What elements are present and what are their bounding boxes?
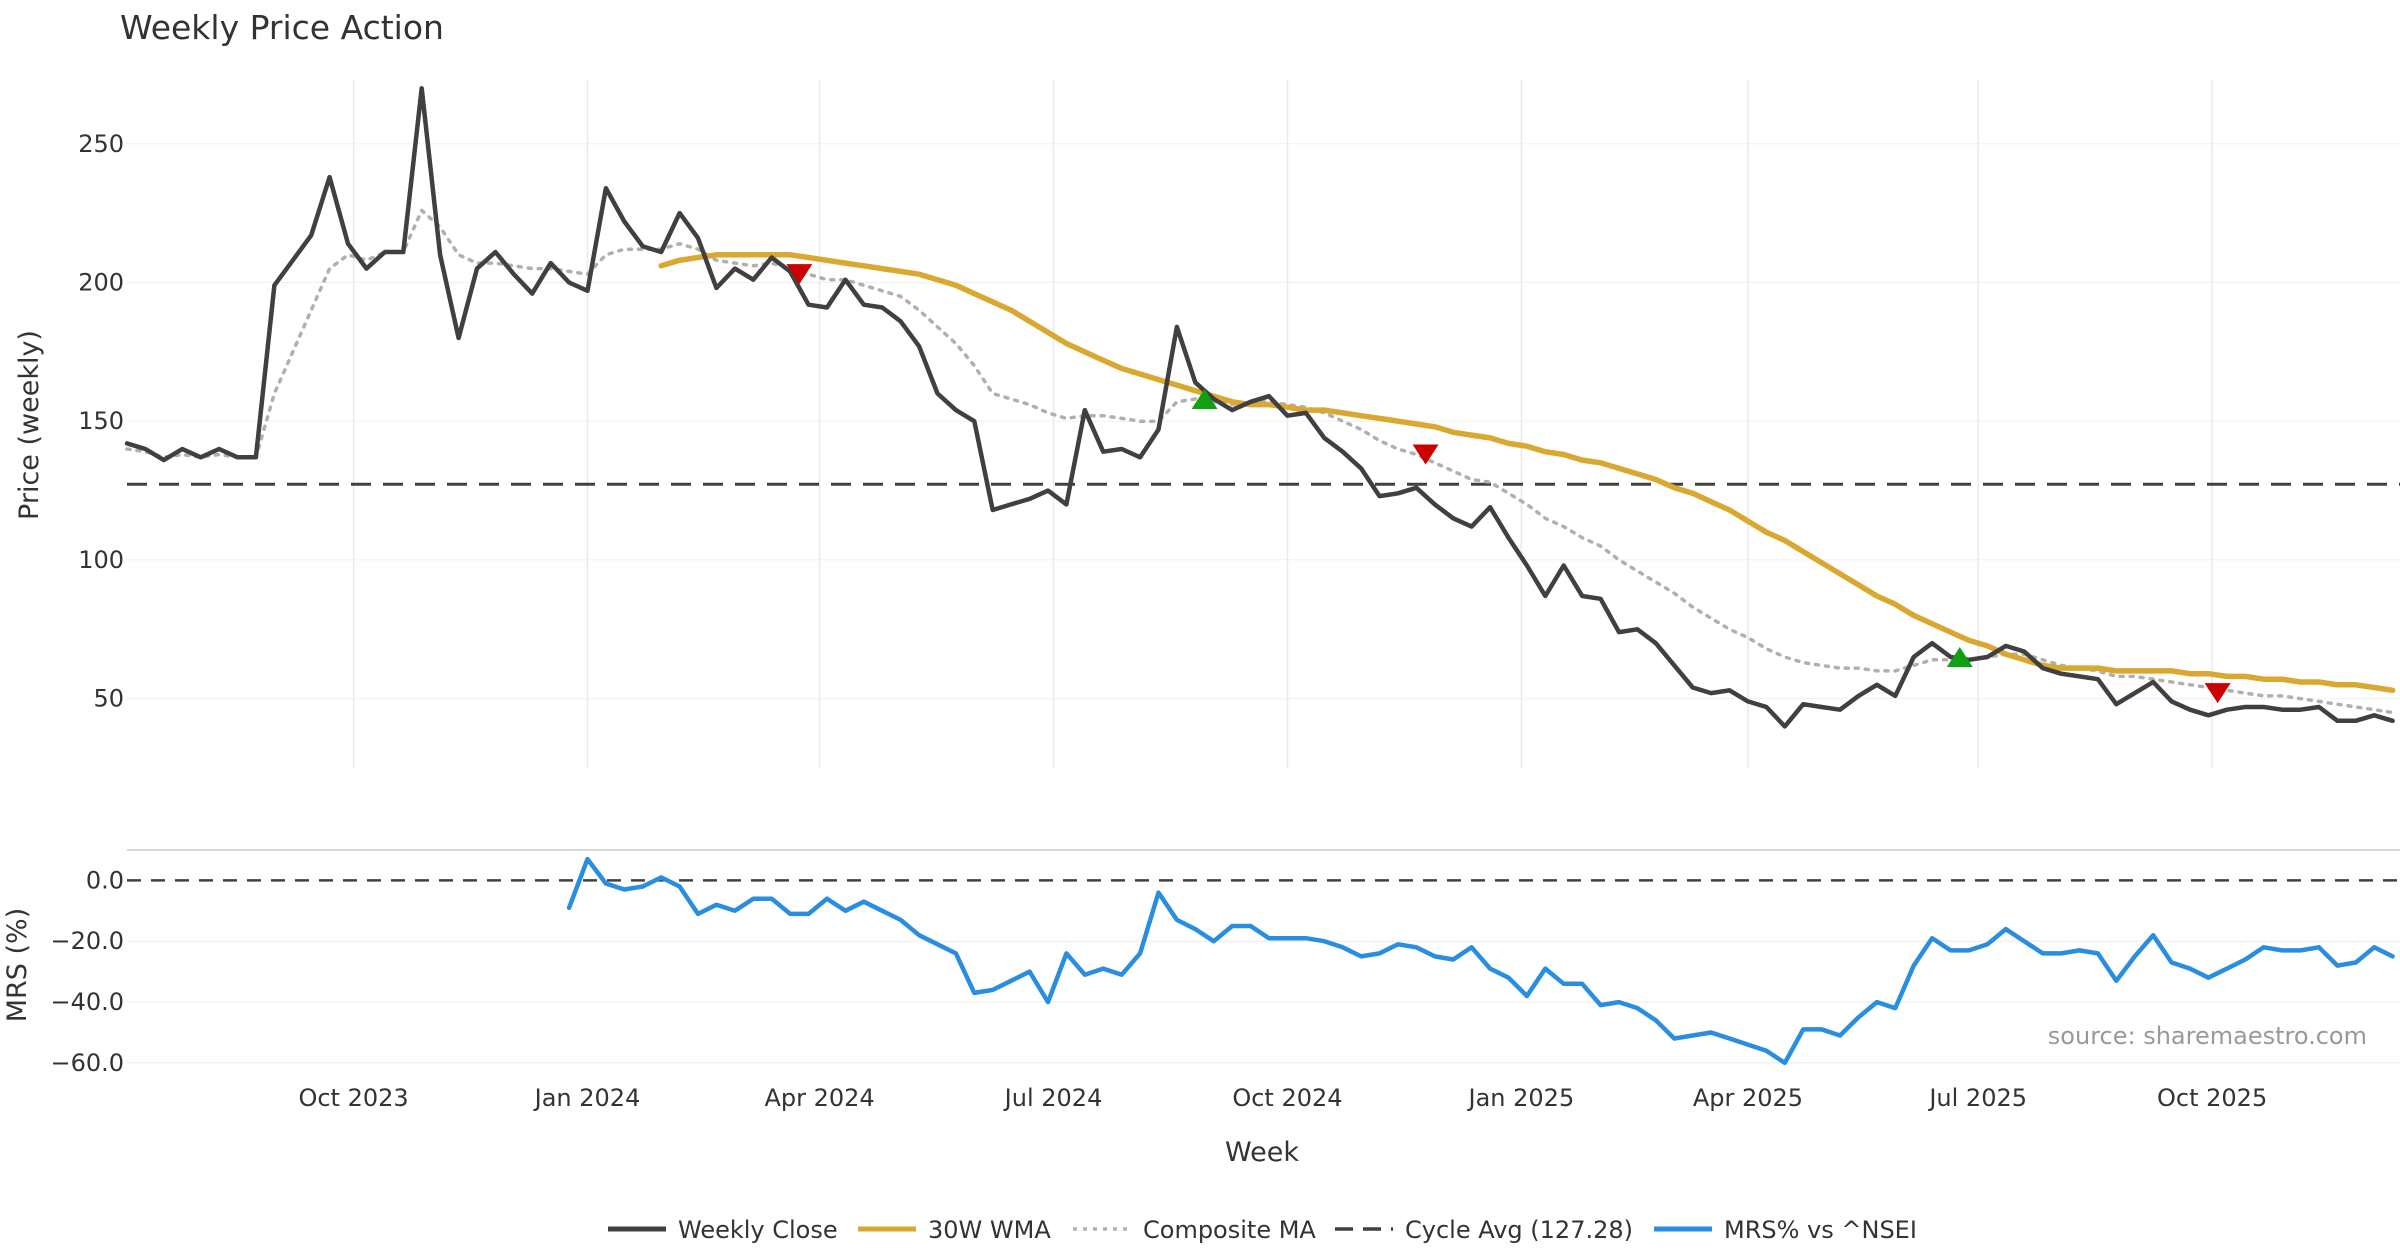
x-axis-label: Week bbox=[1225, 1137, 1299, 1168]
mrs-series-group bbox=[127, 856, 2400, 1066]
price-series-group bbox=[124, 86, 2400, 729]
mrs-y-tick-label: −20.0 bbox=[50, 927, 124, 955]
x-tick-label: Jan 2024 bbox=[533, 1084, 641, 1112]
x-tick-label: Jul 2025 bbox=[1927, 1084, 2027, 1112]
price-y-tick-label: 50 bbox=[93, 685, 124, 713]
x-tick-label: Apr 2025 bbox=[1693, 1084, 1803, 1112]
price-y-tick-label: 250 bbox=[78, 130, 124, 158]
price-gridlines bbox=[127, 80, 2400, 768]
x-tick-label: Oct 2023 bbox=[298, 1084, 408, 1112]
sell-signal-marker bbox=[1412, 444, 1439, 465]
mrs-y-tick-label: −60.0 bbox=[50, 1049, 124, 1077]
x-tick-label: Jul 2024 bbox=[1003, 1084, 1103, 1112]
legend-label: MRS% vs ^NSEI bbox=[1724, 1216, 1917, 1244]
x-ticks: Oct 2023 Jan 2024 Apr 2024 Jul 2024 Oct 2024… bbox=[298, 1084, 2267, 1112]
mrs-line bbox=[566, 856, 2395, 1066]
legend: Weekly Close 30W WMA Composite MA Cycle Avg… bbox=[608, 1216, 1917, 1244]
mrs-y-axis-label: MRS (%) bbox=[2, 908, 33, 1023]
buy-signal-marker bbox=[1946, 647, 1973, 668]
x-tick-label: Apr 2024 bbox=[764, 1084, 874, 1112]
price-y-tick-label: 100 bbox=[78, 546, 124, 574]
chart-title: Weekly Price Action bbox=[120, 8, 444, 47]
buy-signal-marker bbox=[1191, 389, 1218, 410]
price-y-tick-label: 200 bbox=[78, 268, 124, 296]
x-tick-label: Jan 2025 bbox=[1467, 1084, 1575, 1112]
legend-label: 30W WMA bbox=[928, 1216, 1051, 1244]
weekly-close-line bbox=[124, 86, 2395, 729]
price-y-axis-label: Price (weekly) bbox=[14, 330, 45, 520]
legend-label: Composite MA bbox=[1143, 1216, 1316, 1244]
price-y-tick-label: 150 bbox=[78, 407, 124, 435]
x-tick-label: Oct 2025 bbox=[2157, 1084, 2267, 1112]
mrs-y-tick-label: −40.0 bbox=[50, 988, 124, 1016]
sell-signal-marker bbox=[2204, 683, 2231, 704]
composite-ma-line bbox=[125, 208, 2395, 715]
sell-signal-marker bbox=[786, 264, 813, 285]
wma-30w-line bbox=[658, 252, 2396, 694]
mrs-y-ticks: 0.0 −20.0 −40.0 −60.0 bbox=[50, 866, 124, 1076]
mrs-y-tick-label: 0.0 bbox=[86, 866, 124, 894]
legend-label: Weekly Close bbox=[678, 1216, 838, 1244]
mrs-gridlines bbox=[127, 849, 2400, 1064]
price-y-ticks: 50 100 150 200 250 bbox=[78, 130, 124, 713]
legend-label: Cycle Avg (127.28) bbox=[1405, 1216, 1633, 1244]
x-tick-label: Oct 2024 bbox=[1232, 1084, 1342, 1112]
signal-markers bbox=[786, 264, 2231, 704]
source-note: source: sharemaestro.com bbox=[2048, 1022, 2367, 1050]
